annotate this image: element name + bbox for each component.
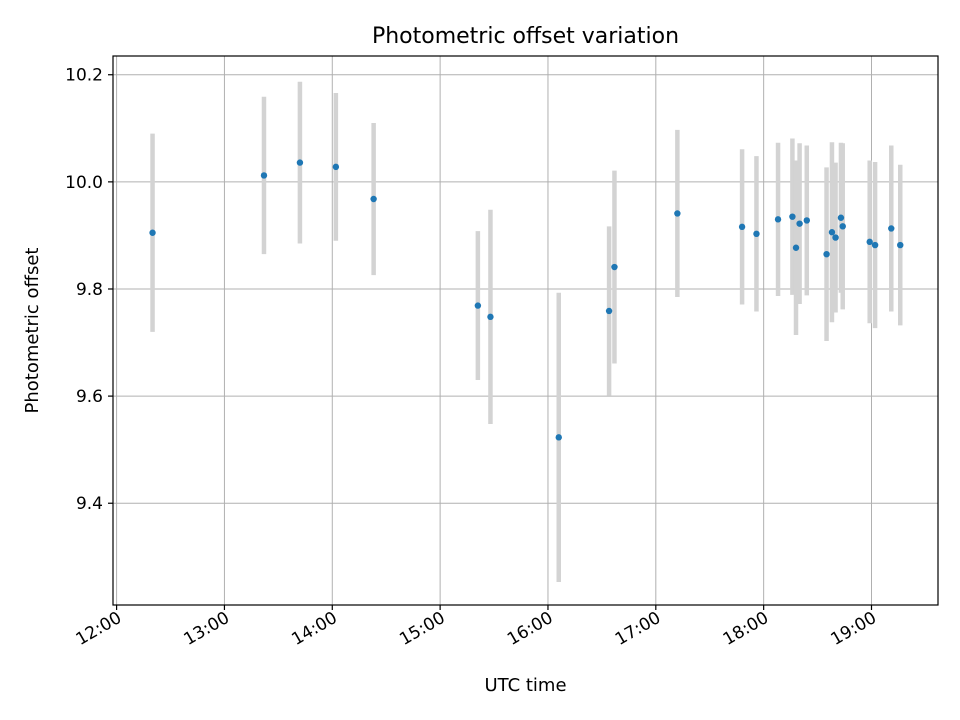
y-tick-label: 10.2 [65,66,103,86]
data-point [738,223,746,231]
data-point [487,313,494,321]
data-point [803,217,810,224]
data-point [792,244,800,251]
data-point [674,210,681,217]
y-tick-label: 10.0 [65,173,103,193]
data-point [474,302,482,309]
data-point [753,230,760,238]
data-point [370,195,377,203]
data-point [149,229,156,236]
x-axis-label: UTC time [484,675,566,696]
data-point [611,263,618,271]
data-point [828,229,836,236]
data-point [897,241,904,249]
data-point [839,223,846,230]
chart-title: Photometric offset variation [372,24,679,49]
plot-frame [112,55,939,606]
data-point [866,238,873,246]
y-tick-label: 9.6 [76,387,103,407]
data-point [832,234,839,241]
data-point [260,172,268,179]
y-tick-label: 9.4 [76,494,103,514]
data-points [149,159,904,441]
data-point [774,216,782,223]
data-point [296,159,304,166]
data-point [796,220,803,227]
data-point [871,241,879,249]
data-point [332,163,340,171]
y-axis-label: Photometric offset [22,248,43,414]
data-point [888,225,895,232]
data-point [823,250,830,258]
data-point [605,307,613,315]
y-tick-label: 9.8 [76,280,103,300]
data-point [555,434,562,441]
data-point [837,214,845,221]
data-point [789,213,796,220]
